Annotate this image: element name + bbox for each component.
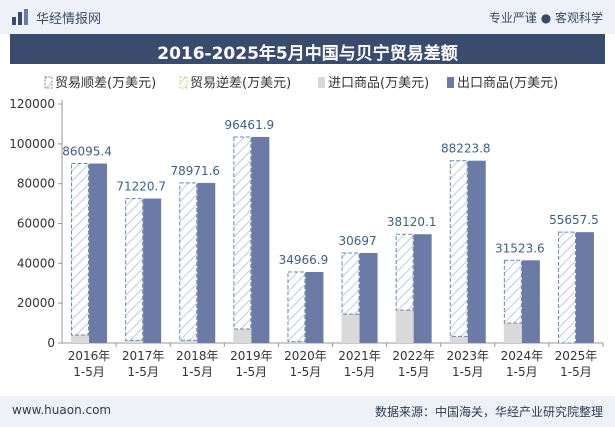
brand-name: 华经情报网: [36, 11, 102, 27]
export-bar: [467, 160, 486, 343]
legend-import-swatch: [318, 77, 325, 88]
surplus-bar: [287, 271, 306, 343]
import-bar: [449, 336, 468, 343]
y-tick-label: 20000: [17, 296, 55, 310]
legend-export-swatch: [447, 77, 454, 88]
export-bar: [305, 271, 324, 343]
legend-label: 出口商品(万美元): [457, 76, 558, 91]
x-tick-label: 2024年: [501, 349, 544, 363]
x-tick-label: 2019年: [230, 349, 273, 363]
surplus-bar: [233, 136, 252, 330]
slogan: 专业严谨 ● 客观科学: [488, 11, 603, 25]
surplus-bar: [395, 233, 414, 311]
surplus-data-label: 34966.9: [279, 253, 329, 267]
export-bar: [575, 232, 594, 343]
surplus-bar: [341, 252, 360, 315]
x-tick-label: 2022年: [392, 349, 435, 363]
x-tick-label: 2020年: [284, 349, 327, 363]
data-source: 数据来源：中国海关，华经产业研究院整理: [374, 405, 603, 419]
export-bar: [89, 163, 108, 343]
legend-deficit-swatch: [179, 76, 188, 89]
legend-surplus-swatch: [44, 76, 53, 89]
axes: 0 20000 40000 60000 80000 100000 120000 2016年 1-…: [9, 97, 604, 379]
surplus-bar: [449, 160, 468, 337]
x-tick-label: 2016年: [68, 349, 111, 363]
surplus-data-label: 88223.8: [441, 142, 491, 156]
import-bar: [233, 329, 252, 343]
legend-label: 进口商品(万美元): [328, 76, 429, 91]
website-link[interactable]: www.huaon.com: [12, 403, 112, 417]
surplus-data-label: 30697: [338, 234, 376, 248]
export-bar: [521, 260, 540, 343]
x-tick-label: 1-5月: [398, 365, 430, 379]
legend-label: 贸易顺差(万美元): [55, 76, 156, 91]
y-tick-label: 60000: [17, 217, 55, 231]
y-tick-label: 0: [47, 336, 55, 350]
chart: 贸易顺差(万美元) 贸易逆差(万美元) 进口商品(万美元) 出口商品(万美元) 0 20…: [9, 75, 604, 379]
surplus-data-label: 86095.4: [62, 145, 112, 159]
x-tick-label: 1-5月: [560, 365, 592, 379]
import-bar: [71, 335, 90, 343]
import-bar: [503, 323, 522, 343]
export-bar: [143, 198, 162, 343]
import-bar: [125, 340, 144, 343]
y-tick-label: 80000: [17, 177, 55, 191]
surplus-data-label: 78971.6: [170, 164, 220, 178]
surplus-data-label: 38120.1: [387, 215, 437, 229]
x-tick-label: 1-5月: [73, 365, 105, 379]
import-bar: [395, 310, 414, 343]
x-tick-label: 2017年: [122, 349, 165, 363]
export-bar: [359, 252, 378, 343]
export-bar: [197, 182, 216, 343]
top-bar: 华经情报网 专业严谨 ● 客观科学: [0, 0, 615, 34]
surplus-bar: [179, 182, 198, 341]
footer: www.huaon.com 数据来源：中国海关，华经产业研究院整理: [0, 396, 615, 427]
legend-label: 贸易逆差(万美元): [190, 75, 291, 91]
surplus-data-label: 96461.9: [225, 118, 275, 132]
surplus-bar: [557, 231, 576, 344]
x-tick-label: 1-5月: [506, 365, 538, 379]
surplus-data-label: 55657.5: [549, 213, 599, 227]
brand[interactable]: 华经情报网: [10, 7, 101, 27]
surplus-data-label: 31523.6: [495, 241, 545, 255]
export-bar: [251, 136, 270, 343]
legend: 贸易顺差(万美元) 贸易逆差(万美元) 进口商品(万美元) 出口商品(万美元): [44, 75, 558, 91]
chart-title: 2016-2025年5月中国与贝宁贸易差额: [157, 44, 458, 64]
surplus-bar: [71, 163, 90, 336]
x-tick-label: 2021年: [338, 349, 381, 363]
y-tick-label: 40000: [17, 256, 55, 270]
y-tick-label: 120000: [9, 97, 55, 111]
x-tick-label: 1-5月: [344, 365, 376, 379]
surplus-bar: [125, 198, 144, 341]
y-tick-label: 100000: [9, 137, 55, 151]
import-bar: [341, 314, 360, 343]
surplus-data-label: 71220.7: [116, 180, 166, 194]
title-bar: 2016-2025年5月中国与贝宁贸易差额: [10, 34, 605, 64]
x-tick-label: 1-5月: [127, 365, 159, 379]
bars: [71, 136, 594, 344]
x-tick-label: 1-5月: [452, 365, 484, 379]
x-tick-label: 1-5月: [290, 365, 322, 379]
x-tick-label: 2025年: [555, 349, 598, 363]
surplus-bar: [503, 259, 522, 324]
bar-chart-logo-icon: [12, 9, 28, 25]
data-labels: 86095.4 71220.7 78971.6 96461.9 34966.9 30697…: [62, 118, 599, 267]
export-bar: [413, 234, 432, 343]
import-bar: [179, 340, 198, 343]
import-bar: [287, 341, 306, 343]
x-tick-label: 2023年: [446, 349, 489, 363]
x-tick-label: 1-5月: [181, 365, 213, 379]
x-tick-label: 1-5月: [236, 365, 268, 379]
x-tick-label: 2018年: [176, 349, 219, 363]
